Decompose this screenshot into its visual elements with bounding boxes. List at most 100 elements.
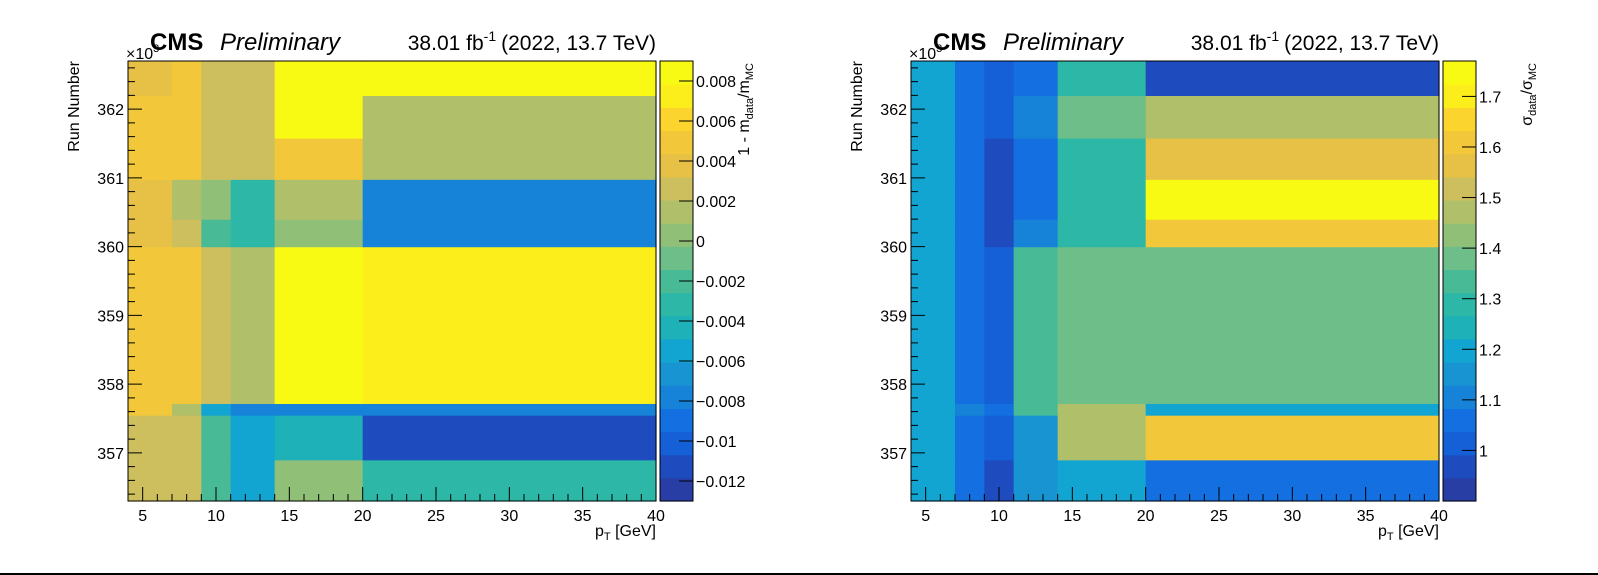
heatmap-cell [984, 95, 1015, 139]
colorbar-segment [1443, 454, 1476, 479]
heatmap-cell [1013, 179, 1059, 220]
x-tick-label: 10 [207, 508, 225, 525]
colorbar-segment [1443, 408, 1476, 433]
y-tick-label: 362 [880, 102, 907, 119]
colorbar-segment [1443, 176, 1476, 201]
heatmap-cell [274, 95, 364, 139]
x-tick-label: 5 [138, 508, 147, 525]
heatmap-cell [362, 403, 657, 416]
heatmap-cell [230, 61, 276, 96]
heatmap-cell [128, 246, 173, 404]
heatmap-cell [955, 246, 985, 404]
x-tick-label: 20 [1137, 508, 1155, 525]
heatmap-cell [201, 61, 232, 96]
heatmap-cell [274, 246, 364, 404]
heatmap-cell [911, 61, 956, 96]
colorbar-segment [1443, 315, 1476, 340]
heatmap-cell [1057, 95, 1147, 139]
colorbar-segment [1443, 130, 1476, 155]
colorbar-title-numerator-subscript: data [1527, 94, 1539, 116]
x-tick-label: 40 [647, 508, 665, 525]
heatmap-cell [984, 403, 1015, 416]
colorbar-segment [1443, 153, 1476, 178]
heatmap-cell [1013, 246, 1059, 404]
heatmap-cell [1145, 415, 1440, 461]
heatmap-cell [1145, 219, 1440, 248]
colorbar-segment [660, 315, 693, 340]
colorbar-segment [1443, 107, 1476, 132]
heatmap-cell [984, 138, 1015, 180]
colorbar-title-denominator: /m [736, 80, 753, 98]
y-tick-label: 362 [97, 102, 124, 119]
colorbar-segment [660, 408, 693, 433]
heatmap-cell [172, 246, 202, 404]
colorbar-frame [1442, 60, 1477, 502]
colorbar-title-numerator: 1 - m [736, 119, 753, 155]
heatmap-cell [201, 179, 232, 220]
heatmap-cell [1057, 219, 1147, 248]
heatmap-cell [955, 415, 985, 461]
heatmap-cell [274, 219, 364, 248]
heatmap-cell [362, 219, 657, 248]
x-tick-label: 35 [1357, 508, 1375, 525]
colorbar-tick-label: 0 [696, 234, 705, 251]
heatmap-cell [128, 415, 173, 461]
colorbar-tick-label: 0.004 [696, 154, 736, 171]
heatmap-cell [128, 95, 173, 139]
heatmap-cell [955, 403, 985, 416]
heatmap-cell [362, 415, 657, 461]
luminosity-label: 38.01 fb-1 (2022, 13.7 TeV) [408, 28, 656, 55]
y-tick-label: 359 [880, 308, 907, 325]
colorbar-segment [1443, 246, 1476, 271]
colorbar-title-denominator-subscript: MC [744, 63, 756, 80]
heatmap-cell [911, 403, 956, 416]
heatmap-cell [1057, 403, 1147, 416]
heatmap-cell [230, 138, 276, 180]
y-axis-multiplier: ×103 [126, 43, 159, 63]
preliminary-label: Preliminary [1003, 29, 1125, 56]
heatmap-cell [1057, 246, 1147, 404]
colorbar-tick-label: −0.002 [696, 274, 745, 291]
heatmap-panel-resolution: 5 10 15 20 25 30 35 40 357 358 359 360 361 362 pT [GeV… [849, 28, 1539, 543]
heatmap-cell [274, 179, 364, 220]
y-tick-label: 358 [880, 377, 907, 394]
colorbar-segment [660, 338, 693, 363]
colorbar-tick-label: 0.006 [696, 114, 736, 131]
heatmap-cell [1145, 179, 1440, 220]
luminosity-exponent: -1 [1267, 28, 1280, 44]
colorbar-title-numerator-subscript: data [744, 97, 756, 119]
heatmap-cell [911, 179, 956, 220]
heatmap-cell [955, 138, 985, 180]
colorbar-segment [1443, 362, 1476, 386]
colorbar-segment [660, 431, 693, 456]
heatmap-cell [1013, 138, 1059, 180]
colorbar-title: 1 - mdata/mMC [736, 63, 756, 156]
y-multiplier-base: ×10 [126, 46, 153, 63]
heatmap-cell [1145, 403, 1440, 416]
y-tick-label: 358 [97, 377, 124, 394]
x-axis-title-subscript: T [1387, 531, 1394, 543]
heatmap-cell [911, 95, 956, 139]
colorbar-segment [660, 292, 693, 317]
heatmap-cell [201, 415, 232, 461]
heatmap-cell [172, 403, 202, 416]
heatmap-cell [128, 403, 173, 416]
x-tick-label: 35 [574, 508, 592, 525]
heatmap-cell [201, 403, 232, 416]
energy-label: (2022, 13.7 TeV) [1284, 32, 1439, 55]
x-axis-title: pT [GeV] [1378, 523, 1439, 543]
heatmap-cell [984, 415, 1015, 461]
colorbar-segment [1443, 84, 1476, 108]
x-tick-label: 25 [427, 508, 445, 525]
heatmap-cell [911, 219, 956, 248]
heatmap-cell [230, 415, 276, 461]
colorbar-title-numerator: σ [1519, 116, 1536, 126]
colorbar-tick-label: 1.1 [1479, 393, 1501, 410]
heatmap-cell [911, 246, 956, 404]
colorbar-segment [660, 477, 693, 502]
heatmap-cell [1013, 459, 1059, 502]
y-tick-label: 357 [97, 446, 124, 463]
heatmap-cell [274, 415, 364, 461]
heatmap-cell [274, 138, 364, 180]
